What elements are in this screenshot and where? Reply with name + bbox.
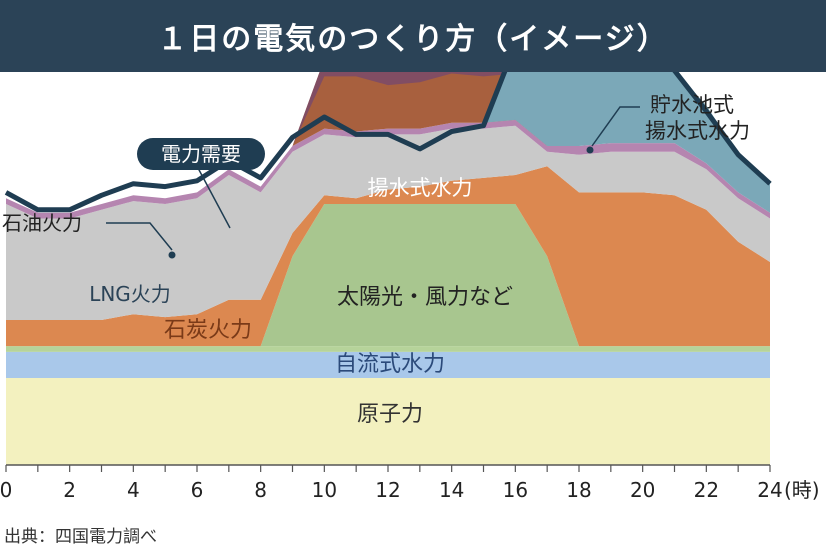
renewables-area: [6, 204, 770, 347]
x-tick-label: 6: [191, 478, 204, 502]
oil-leader-dot: [168, 251, 176, 259]
label-reservoir-line1: 貯水池式: [650, 93, 734, 117]
label-lng: LNG火力: [89, 282, 171, 306]
thin-green-area: [6, 346, 770, 352]
x-tick-label: 12: [375, 478, 400, 502]
label-demand: 電力需要: [161, 142, 241, 166]
x-tick-label: 14: [439, 478, 464, 502]
oil-area: [6, 119, 770, 219]
reservoir-hydro-area: [6, 72, 770, 213]
label-nuclear: 原子力: [357, 402, 423, 427]
hydro-run-area: [6, 351, 770, 378]
demand-leader-line: [197, 167, 231, 229]
nuclear-area: [6, 378, 770, 465]
x-axis-unit: (時): [784, 478, 820, 502]
label-renewables: 太陽光・風力など: [337, 285, 513, 310]
x-tick-label: 18: [566, 478, 591, 502]
oil-leader-line: [106, 222, 173, 251]
reservoir-leader-line: [591, 106, 640, 147]
x-tick-label: 24: [757, 478, 782, 502]
label-coal: 石炭火力: [164, 318, 252, 343]
chart-svg: 0 2 4 6 8 10 12 14 16 18 20 22 24 (時) 原子力自流式水力太陽光・風力な…: [0, 72, 820, 502]
x-tick-label: 2: [63, 478, 76, 502]
x-tick-label: 10: [312, 478, 337, 502]
label-reservoir-line2: 揚水式水力: [645, 119, 750, 143]
coal-area: [6, 166, 770, 347]
x-tick-label: 8: [254, 478, 267, 502]
chart-title: １日の電気のつくり方（イメージ）: [157, 22, 669, 57]
lng-area: [6, 125, 770, 320]
x-tick-label: 22: [694, 478, 719, 502]
x-tick-label: 0: [0, 478, 12, 502]
label-oil: 石油火力: [2, 211, 82, 235]
source-note: 出典：四国電力調べ: [4, 527, 157, 547]
x-tick-label: 4: [127, 478, 140, 502]
demand-badge: [137, 138, 265, 170]
x-tick-label: 16: [503, 478, 528, 502]
pumped-hydro-area: [6, 72, 770, 213]
label-hydro-run: 自流式水力: [335, 352, 445, 377]
title-bar: １日の電気のつくり方（イメージ）: [0, 0, 826, 72]
x-tick-label: 20: [630, 478, 655, 502]
reservoir-leader-dot: [586, 146, 594, 154]
demand-line: [4, 72, 772, 213]
label-pumped-hydro: 揚水式水力: [368, 176, 473, 200]
